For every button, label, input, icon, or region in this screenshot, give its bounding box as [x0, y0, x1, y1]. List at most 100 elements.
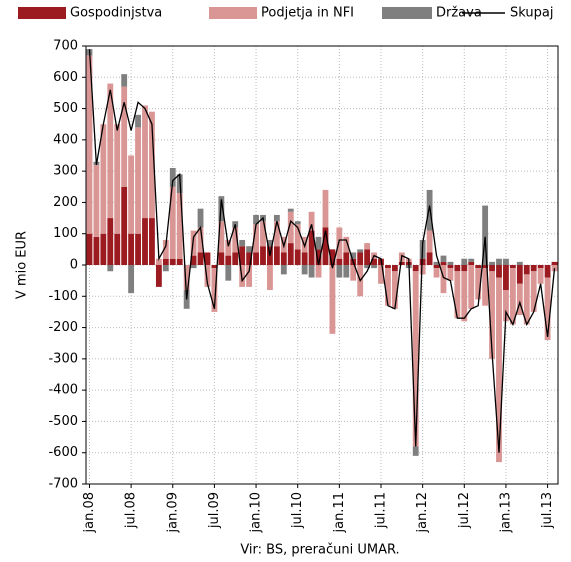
- bar-segment: [412, 265, 419, 272]
- bar-segment: [287, 243, 294, 265]
- bar-segment: [301, 252, 308, 265]
- bar-segment: [496, 277, 502, 463]
- bar-segment: [190, 255, 197, 265]
- bar-segment: [93, 236, 100, 265]
- bar-segment: [343, 252, 350, 265]
- bar-segment: [197, 208, 204, 228]
- y-tick-label: 100: [53, 226, 78, 241]
- bar-segment: [385, 265, 391, 269]
- source-note: Vir: BS, preračuni UMAR.: [240, 543, 399, 558]
- bar-segment: [426, 230, 433, 253]
- bar-segment: [169, 258, 176, 265]
- bar-segment: [155, 258, 162, 265]
- bar-segment: [273, 221, 280, 247]
- bar-segment: [516, 261, 523, 265]
- bar-segment: [329, 265, 336, 334]
- bar-segment: [329, 249, 336, 265]
- bar-segment: [197, 227, 204, 253]
- total-line: [88, 49, 556, 453]
- bar-segment: [523, 274, 530, 325]
- y-tick-label: 0: [70, 258, 78, 273]
- bar-segment: [301, 265, 308, 275]
- bar-segment: [454, 265, 461, 272]
- bar-segment: [530, 265, 537, 272]
- bar-segment: [232, 227, 239, 253]
- bar-segment: [135, 114, 141, 128]
- bar-segment: [482, 265, 489, 269]
- bar-segment: [162, 265, 169, 272]
- bar-segment: [225, 265, 232, 281]
- legend-swatch: [382, 7, 432, 19]
- bar-segment: [155, 265, 162, 287]
- bar-segment: [246, 246, 253, 253]
- bar-segment: [204, 265, 211, 287]
- bar-segment: [107, 83, 114, 219]
- bar-segment: [440, 255, 447, 262]
- y-tick-label: -500: [48, 414, 78, 429]
- bar-segment: [128, 155, 135, 234]
- bar-segment: [176, 258, 183, 265]
- bar-segment: [294, 224, 301, 250]
- bar-segment: [142, 105, 148, 219]
- bar-segment: [336, 265, 343, 278]
- bar-segment: [461, 258, 468, 265]
- bar-segment: [232, 252, 239, 265]
- bar-segment: [440, 265, 447, 294]
- bar-segment: [440, 261, 447, 265]
- bar-segment: [475, 268, 482, 300]
- bar-segment: [183, 265, 190, 291]
- bar-segment: [218, 252, 225, 265]
- bar-segment: [496, 258, 502, 265]
- x-tick-label: jul.13: [540, 492, 555, 529]
- legend-label: Skupaj: [510, 6, 553, 21]
- bar-segment: [364, 265, 371, 269]
- bar-segment: [468, 258, 475, 262]
- bar-segment: [537, 265, 544, 269]
- bar-segment: [447, 265, 454, 269]
- bar-segment: [287, 208, 294, 212]
- y-tick-label: -700: [48, 477, 78, 492]
- bar-segment: [489, 265, 495, 272]
- x-tick-label: jan.08: [82, 492, 97, 534]
- bar-segment: [287, 211, 294, 244]
- bar-segment: [225, 239, 232, 256]
- bar-segment: [107, 218, 114, 265]
- bar-segment: [204, 252, 211, 265]
- bar-segment: [107, 265, 114, 272]
- bar-segment: [371, 258, 377, 265]
- y-axis-label: V mio EUR: [15, 231, 30, 299]
- bar-segment: [176, 193, 183, 259]
- bar-segment: [475, 265, 482, 269]
- bar-segment: [246, 252, 253, 265]
- bar-segment: [509, 265, 516, 269]
- y-tick-label: 500: [53, 101, 78, 116]
- bar-segment: [426, 252, 433, 265]
- bar-segment: [315, 265, 322, 278]
- bar-segment: [322, 227, 329, 265]
- bar-segment: [516, 265, 523, 284]
- bar-segment: [267, 239, 273, 247]
- bar-segment: [364, 249, 371, 265]
- bar-segment: [308, 230, 315, 265]
- x-tick-label: jul.12: [457, 492, 472, 529]
- bar-segment: [253, 224, 259, 253]
- bar-segment: [544, 277, 551, 341]
- bar-segment: [350, 265, 357, 281]
- bar-segment: [482, 268, 489, 306]
- bar-segment: [253, 252, 259, 265]
- bar-segment: [336, 258, 343, 265]
- bar-segment: [197, 252, 204, 265]
- bar-segment: [308, 265, 315, 278]
- legend-swatch: [18, 7, 66, 19]
- bar-segment: [509, 268, 516, 325]
- bar-segment: [454, 271, 461, 319]
- bar-segment: [162, 258, 169, 265]
- bar-segment: [253, 214, 259, 225]
- bar-segment: [239, 239, 246, 247]
- bar-segment: [489, 261, 495, 265]
- bar-segment: [114, 233, 121, 265]
- bar-segment: [142, 218, 148, 265]
- bar-segment: [86, 55, 93, 234]
- bar-segment: [114, 124, 121, 234]
